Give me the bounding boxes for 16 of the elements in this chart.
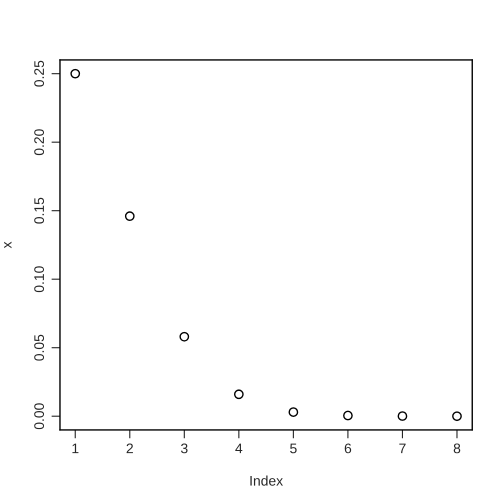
x-tick-label: 2: [126, 443, 133, 454]
x-tick-label: 8: [454, 443, 460, 454]
y-axis-title: x: [4, 242, 12, 248]
x-tick-label: 7: [399, 444, 406, 454]
y-tick-label: 0.10: [34, 266, 44, 292]
y-tick-label: 0.20: [34, 129, 44, 156]
y-tick-label: 0.05: [34, 334, 44, 361]
y-tick-label: 0.00: [34, 403, 44, 430]
x-axis-title: Index: [250, 476, 283, 486]
x-tick-label: 1: [72, 444, 78, 454]
y-tick-label: 0.25: [34, 60, 44, 87]
x-tick-label: 5: [290, 444, 297, 454]
x-tick-label: 4: [235, 444, 242, 454]
y-tick-label: 0.15: [34, 198, 44, 224]
x-tick-label: 3: [180, 443, 188, 454]
x-tick-label: 6: [344, 443, 352, 454]
